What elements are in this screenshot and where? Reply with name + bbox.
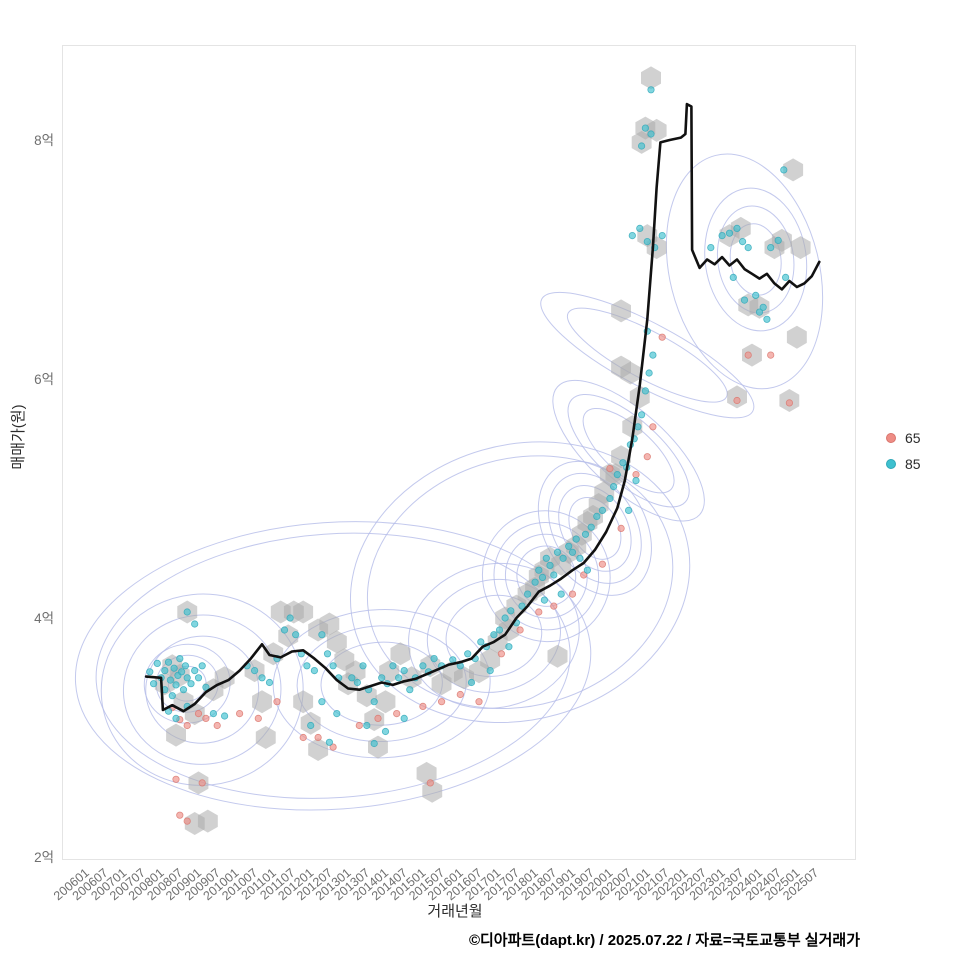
attribution-footer: ©디아파트(dapt.kr) / 2025.07.22 / 자료=국토교통부 실… (468, 932, 860, 949)
legend-item-65[interactable]: 65 (886, 430, 921, 446)
legend-item-85[interactable]: 85 (886, 456, 921, 472)
y-axis-title: 매매가(원) (10, 404, 27, 470)
scatter-series-85 (146, 86, 790, 748)
legend-label-65: 65 (905, 430, 921, 446)
svg-text:8억: 8억 (34, 133, 54, 148)
legend-swatch-85-icon (886, 459, 896, 469)
trend-line (144, 102, 821, 713)
svg-text:6억: 6억 (34, 372, 54, 387)
legend: 65 85 (886, 430, 921, 472)
svg-text:2억: 2억 (34, 850, 54, 865)
legend-swatch-65-icon (886, 433, 896, 443)
y-axis-ticks: 2억 4억 6억 8억 (34, 133, 54, 865)
x-axis-ticks: 2006012006072007012007072008012008072009… (51, 866, 821, 904)
legend-label-85: 85 (905, 456, 921, 472)
hexbin-layer (154, 66, 811, 835)
svg-text:4억: 4억 (34, 611, 54, 626)
x-axis-title: 거래년월 (427, 903, 483, 920)
